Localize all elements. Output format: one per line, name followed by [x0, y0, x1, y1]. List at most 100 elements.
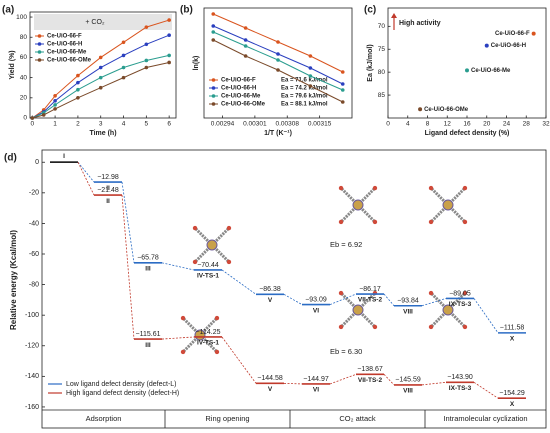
x-tick-label: 0.00301	[243, 121, 267, 128]
legend-label: Ce-UiO-66-OMe	[47, 58, 92, 64]
data-point	[167, 18, 171, 22]
x-tick-label: 4	[406, 121, 410, 128]
state-label: VIII	[403, 308, 413, 315]
x-tick-label: 24	[503, 121, 511, 128]
connector	[77, 161, 95, 183]
data-point	[144, 58, 149, 63]
data-point	[308, 84, 313, 88]
state-label: IX-TS-3	[449, 385, 472, 392]
data-point	[167, 60, 171, 65]
atom	[338, 324, 344, 330]
x-tick-label: 3	[99, 121, 103, 128]
atom	[180, 349, 186, 355]
data-point	[308, 66, 313, 70]
connector	[383, 374, 395, 386]
y-tick-label: 75	[378, 46, 386, 53]
y-tick-label: 70	[378, 23, 386, 30]
y-tick-label: -20	[29, 190, 39, 197]
legend-marker	[211, 94, 216, 98]
legend-label: Low ligand defect density (defect-L)	[66, 381, 177, 388]
data-point	[276, 68, 280, 72]
annotation-arrowhead	[391, 13, 397, 18]
connector	[383, 293, 395, 307]
molecule-illustration	[428, 185, 468, 225]
value-label: −138.67	[357, 366, 383, 373]
data-point	[243, 26, 248, 30]
plot-frame	[203, 7, 353, 119]
cluster	[442, 304, 454, 316]
atom	[180, 315, 186, 321]
connector	[121, 182, 135, 263]
data-point	[76, 87, 80, 92]
connector	[121, 195, 135, 340]
section-label: Ring opening	[205, 414, 249, 423]
x-tick-label: 4	[122, 121, 126, 128]
connector	[161, 262, 195, 271]
state-label: V	[268, 386, 273, 393]
x-tick-label: 6	[167, 121, 171, 128]
legend-label: Ce-UiO-66-Me	[221, 94, 261, 100]
state-label: IX-TS-3	[449, 301, 472, 308]
molecule-illustration	[180, 315, 220, 355]
atom	[214, 349, 220, 355]
legend-marker	[37, 34, 42, 38]
y-tick-label: -120	[25, 343, 39, 350]
value-label: −144.97	[303, 376, 329, 383]
data-point	[53, 107, 57, 111]
state-label: X	[510, 401, 515, 408]
y-tick-label: 80	[378, 69, 386, 76]
series-line	[31, 19, 170, 119]
connector	[221, 336, 257, 384]
legend-marker	[211, 102, 216, 106]
atom	[428, 290, 434, 296]
legend-label: Ce-UiO-66-H	[47, 42, 82, 48]
value-label: −65.78	[137, 255, 159, 262]
state-label: II	[106, 185, 110, 192]
data-point	[121, 53, 126, 58]
legend-marker	[37, 58, 42, 62]
x-tick-label: 20	[483, 121, 491, 128]
connector	[421, 298, 447, 307]
state-label: I	[63, 153, 65, 160]
y-axis-label: Ea (kJ/mol)	[367, 44, 374, 81]
value-label: −154.29	[499, 390, 525, 397]
legend-marker	[37, 42, 42, 46]
x-tick-label: 16	[463, 121, 471, 128]
data-point	[340, 82, 345, 86]
plot-frame	[41, 149, 547, 429]
y-tick-label: 0	[35, 159, 39, 166]
data-point	[98, 85, 103, 90]
panel-label: (b)	[180, 5, 193, 16]
series-line	[32, 54, 170, 119]
legend-marker	[37, 50, 42, 54]
data-point	[98, 65, 103, 70]
state-label: II	[106, 198, 110, 205]
atom	[338, 185, 344, 191]
reaction-text: + CO₂	[85, 19, 105, 26]
x-tick-label: 2	[76, 121, 80, 128]
data-point	[276, 58, 280, 62]
data-point	[76, 80, 80, 85]
x-tick-label: 28	[523, 121, 531, 128]
data-point	[308, 74, 313, 78]
atom	[462, 324, 468, 330]
data-point	[418, 107, 423, 112]
panel-label: (c)	[364, 5, 376, 16]
data-point	[340, 88, 345, 92]
y-axis-label: ln(k)	[193, 56, 200, 71]
y-tick-label: 60	[20, 54, 28, 61]
x-tick-label: 8	[426, 121, 430, 128]
state-label: VII-TS-2	[358, 377, 383, 384]
atom	[338, 290, 344, 296]
section-label: Intramolecular cyclization	[443, 414, 527, 423]
data-point	[243, 54, 248, 58]
y-tick-label: 40	[20, 74, 28, 81]
legend-label: Ce-UiO-66-Me	[47, 50, 87, 56]
data-point	[308, 54, 313, 58]
y-tick-label: 85	[378, 92, 386, 99]
cluster	[442, 199, 454, 211]
data-point	[76, 96, 80, 100]
x-axis-label: Ligand defect density (%)	[425, 130, 510, 137]
reaction-inset	[34, 14, 172, 30]
